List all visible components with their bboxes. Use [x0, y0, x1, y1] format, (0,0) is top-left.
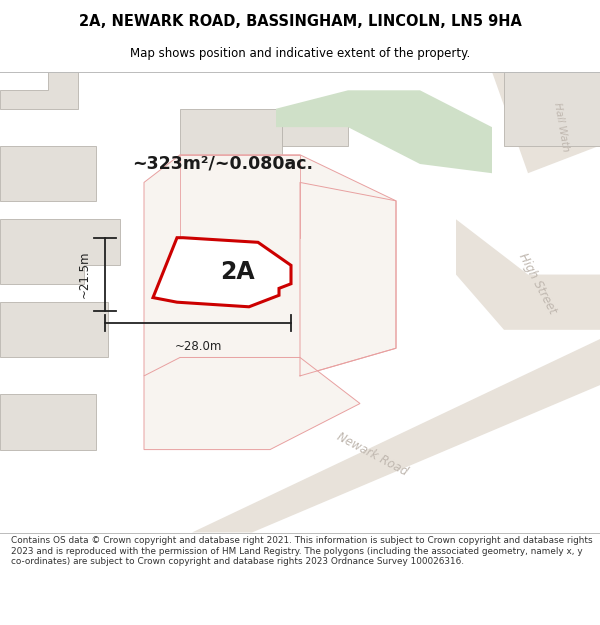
Text: ~28.0m: ~28.0m	[175, 341, 221, 353]
Polygon shape	[492, 72, 600, 173]
Polygon shape	[153, 238, 291, 307]
Polygon shape	[456, 219, 600, 330]
Text: High Street: High Street	[515, 251, 559, 316]
Polygon shape	[120, 339, 600, 532]
Polygon shape	[0, 302, 108, 358]
Text: Contains OS data © Crown copyright and database right 2021. This information is : Contains OS data © Crown copyright and d…	[11, 536, 592, 566]
Polygon shape	[180, 109, 282, 155]
Text: 2A: 2A	[220, 260, 254, 284]
Text: ~21.5m: ~21.5m	[77, 251, 91, 298]
Polygon shape	[276, 90, 492, 173]
Polygon shape	[0, 72, 78, 109]
Text: Newark Road: Newark Road	[334, 430, 410, 478]
Polygon shape	[0, 146, 96, 201]
Text: ~323m²/~0.080ac.: ~323m²/~0.080ac.	[132, 155, 313, 173]
Text: Map shows position and indicative extent of the property.: Map shows position and indicative extent…	[130, 48, 470, 61]
Polygon shape	[144, 155, 396, 376]
Polygon shape	[0, 394, 96, 449]
Text: 2A, NEWARK ROAD, BASSINGHAM, LINCOLN, LN5 9HA: 2A, NEWARK ROAD, BASSINGHAM, LINCOLN, LN…	[79, 14, 521, 29]
Text: Hall Wath: Hall Wath	[552, 102, 570, 152]
Polygon shape	[144, 357, 360, 449]
Polygon shape	[282, 109, 348, 146]
Polygon shape	[504, 72, 600, 146]
Polygon shape	[0, 219, 120, 284]
